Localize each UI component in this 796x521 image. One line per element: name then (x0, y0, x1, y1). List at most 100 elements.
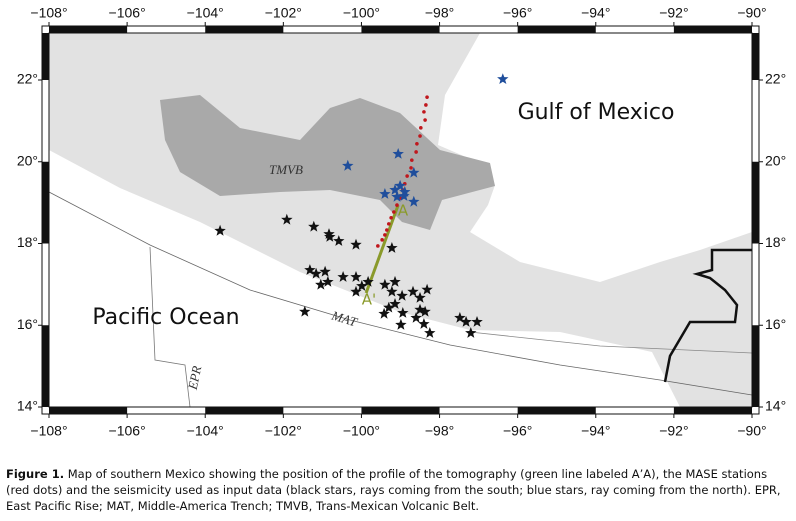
epicenter-star (389, 184, 401, 195)
frame-segment (752, 161, 759, 244)
epicenter-star (337, 271, 349, 282)
y-tick-label: 20° (765, 152, 786, 168)
frame-segment (49, 26, 128, 33)
station (410, 158, 414, 162)
frame-segment (42, 33, 49, 81)
station (422, 110, 426, 114)
epicenter-star (414, 291, 426, 303)
epicenter-star (410, 311, 422, 323)
epicenter-star (454, 311, 466, 323)
epicenter-star (323, 228, 335, 239)
epicenter-star (308, 220, 320, 232)
epicenter-star (383, 301, 395, 313)
epicenter-star (394, 179, 406, 191)
y-tick-label: 14° (765, 398, 786, 414)
epicenter-star (350, 238, 362, 250)
station (419, 126, 423, 130)
epicenter-star (421, 283, 433, 295)
x-tick-label: −94° (581, 5, 610, 21)
epicenter-star (299, 305, 311, 317)
epicenter-star (408, 166, 420, 178)
station (405, 174, 409, 178)
epicenter-star (392, 148, 404, 159)
epicenter-star (350, 271, 362, 282)
y-tick-label: 16° (765, 316, 786, 332)
y-tick-label: 20° (17, 152, 38, 168)
frame-segment (517, 407, 596, 414)
epicenter-star (362, 275, 374, 287)
profile-label: A (398, 202, 409, 220)
station (386, 222, 391, 226)
region-label: EPR (184, 364, 204, 391)
caption-label: Figure 1. (6, 467, 65, 481)
trench-line (48, 191, 753, 396)
x-tick-label: −94° (581, 423, 610, 439)
y-tick-label: 22° (765, 71, 786, 87)
region-label: Pacific Ocean (92, 305, 239, 330)
frame-segment (517, 26, 596, 33)
epicenter-star (379, 188, 391, 199)
epicenter-star (407, 285, 419, 297)
x-tick-label: −98° (425, 423, 454, 439)
station (425, 95, 429, 99)
epicenter-star (399, 186, 411, 197)
y-tick-label: 18° (765, 234, 786, 250)
frame-segment (205, 26, 284, 33)
epicenter-star (408, 195, 420, 207)
x-tick-label: −100° (343, 5, 380, 21)
epicenter-star (397, 307, 409, 318)
frame-segment (673, 26, 752, 33)
station (423, 118, 427, 122)
x-tick-label: −102° (265, 5, 302, 21)
epicenter-star (310, 267, 322, 279)
caption: Figure 1. Map of southern Mexico showing… (6, 466, 792, 514)
y-tick-label: 22° (17, 71, 38, 87)
x-tick-label: −108° (30, 5, 67, 21)
station (380, 238, 384, 242)
epicenter-star (419, 305, 431, 317)
epicenter-star (378, 307, 390, 319)
x-tick-label: −106° (109, 5, 146, 21)
station (418, 134, 422, 138)
caption-text: Map of southern Mexico showing the posit… (6, 467, 781, 513)
epicenter-star (386, 242, 398, 253)
epicenter-star (389, 298, 401, 309)
epicenter-star (315, 278, 327, 290)
station (414, 150, 418, 154)
fracture-line (149, 246, 191, 408)
x-tick-label: −102° (265, 423, 302, 439)
coast-line (469, 331, 753, 354)
epicenter-star (418, 318, 430, 329)
tmvb-region (160, 95, 495, 230)
frame-segment (361, 407, 440, 414)
x-tick-label: −96° (503, 423, 532, 439)
x-tick-label: −92° (659, 423, 688, 439)
station (392, 210, 396, 214)
frame-segment (42, 325, 49, 407)
station (415, 141, 419, 146)
y-tick-label: 18° (17, 234, 38, 250)
frame-segment (42, 161, 49, 244)
station (385, 228, 389, 232)
epicenter-star (304, 264, 316, 275)
region-label: TMVB (269, 162, 303, 177)
region-label: Gulf of Mexico (518, 100, 675, 125)
x-tick-label: −90° (737, 423, 766, 439)
profile-line (364, 204, 400, 294)
x-tick-label: −104° (187, 423, 224, 439)
epicenter-star (465, 327, 477, 338)
station (424, 103, 428, 107)
y-tick-label: 16° (17, 316, 38, 332)
epicenter-star (398, 190, 410, 201)
epicenter-star (333, 235, 345, 246)
epicenter-star (414, 303, 426, 315)
epicenter-star (322, 275, 334, 287)
x-tick-label: −106° (109, 423, 146, 439)
station (409, 166, 413, 170)
station (383, 233, 387, 237)
x-tick-label: −108° (30, 423, 67, 439)
epicenter-star (396, 289, 408, 301)
map: Gulf of Mexico Pacific Ocean TMVB MAT EP… (17, 5, 786, 439)
frame-segment (752, 33, 759, 81)
